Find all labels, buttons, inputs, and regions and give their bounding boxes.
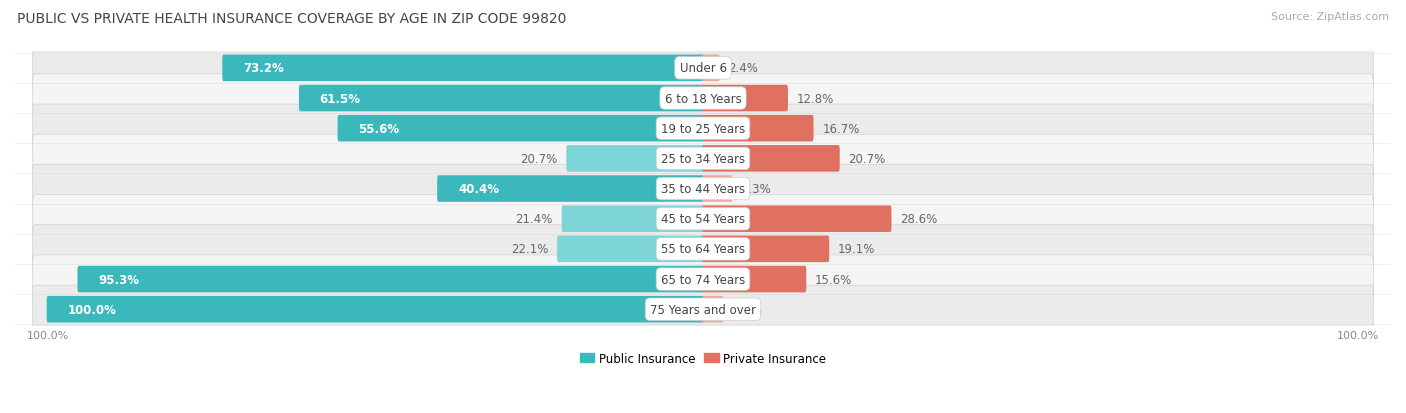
FancyBboxPatch shape — [702, 206, 891, 233]
Text: 75 Years and over: 75 Years and over — [650, 303, 756, 316]
Text: 55 to 64 Years: 55 to 64 Years — [661, 243, 745, 256]
FancyBboxPatch shape — [32, 45, 1374, 93]
Text: 15.6%: 15.6% — [815, 273, 852, 286]
Text: 19 to 25 Years: 19 to 25 Years — [661, 122, 745, 135]
Text: 2.4%: 2.4% — [728, 62, 758, 75]
FancyBboxPatch shape — [299, 85, 704, 112]
FancyBboxPatch shape — [77, 266, 704, 293]
Text: 20.7%: 20.7% — [848, 152, 886, 166]
Text: PUBLIC VS PRIVATE HEALTH INSURANCE COVERAGE BY AGE IN ZIP CODE 99820: PUBLIC VS PRIVATE HEALTH INSURANCE COVER… — [17, 12, 567, 26]
Text: 65 to 74 Years: 65 to 74 Years — [661, 273, 745, 286]
Text: 2.9%: 2.9% — [733, 303, 762, 316]
Text: Under 6: Under 6 — [679, 62, 727, 75]
FancyBboxPatch shape — [32, 285, 1374, 334]
FancyBboxPatch shape — [337, 116, 704, 142]
Text: 6 to 18 Years: 6 to 18 Years — [665, 92, 741, 105]
Text: 40.4%: 40.4% — [458, 183, 499, 196]
FancyBboxPatch shape — [32, 255, 1374, 304]
FancyBboxPatch shape — [702, 55, 720, 82]
Legend: Public Insurance, Private Insurance: Public Insurance, Private Insurance — [575, 347, 831, 370]
FancyBboxPatch shape — [702, 236, 830, 263]
FancyBboxPatch shape — [702, 176, 733, 202]
Text: 73.2%: 73.2% — [243, 62, 284, 75]
Text: 16.7%: 16.7% — [823, 122, 859, 135]
Text: 35 to 44 Years: 35 to 44 Years — [661, 183, 745, 196]
Text: 95.3%: 95.3% — [98, 273, 139, 286]
Text: 25 to 34 Years: 25 to 34 Years — [661, 152, 745, 166]
Text: 55.6%: 55.6% — [359, 122, 399, 135]
Text: 28.6%: 28.6% — [900, 213, 938, 225]
Text: Source: ZipAtlas.com: Source: ZipAtlas.com — [1271, 12, 1389, 22]
Text: 22.1%: 22.1% — [510, 243, 548, 256]
Text: 19.1%: 19.1% — [838, 243, 876, 256]
FancyBboxPatch shape — [32, 105, 1374, 153]
FancyBboxPatch shape — [32, 195, 1374, 243]
FancyBboxPatch shape — [702, 296, 723, 323]
FancyBboxPatch shape — [562, 206, 704, 233]
Text: 45 to 54 Years: 45 to 54 Years — [661, 213, 745, 225]
FancyBboxPatch shape — [702, 85, 787, 112]
FancyBboxPatch shape — [32, 135, 1374, 183]
FancyBboxPatch shape — [702, 146, 839, 172]
FancyBboxPatch shape — [222, 55, 704, 82]
Text: 12.8%: 12.8% — [797, 92, 834, 105]
Text: 4.3%: 4.3% — [741, 183, 770, 196]
Text: 20.7%: 20.7% — [520, 152, 558, 166]
FancyBboxPatch shape — [557, 236, 704, 263]
Text: 61.5%: 61.5% — [319, 92, 361, 105]
FancyBboxPatch shape — [46, 296, 704, 323]
FancyBboxPatch shape — [702, 266, 806, 293]
FancyBboxPatch shape — [32, 75, 1374, 123]
FancyBboxPatch shape — [32, 225, 1374, 273]
Text: 21.4%: 21.4% — [516, 213, 553, 225]
FancyBboxPatch shape — [437, 176, 704, 202]
FancyBboxPatch shape — [702, 116, 814, 142]
Text: 100.0%: 100.0% — [67, 303, 117, 316]
FancyBboxPatch shape — [567, 146, 704, 172]
FancyBboxPatch shape — [32, 165, 1374, 213]
